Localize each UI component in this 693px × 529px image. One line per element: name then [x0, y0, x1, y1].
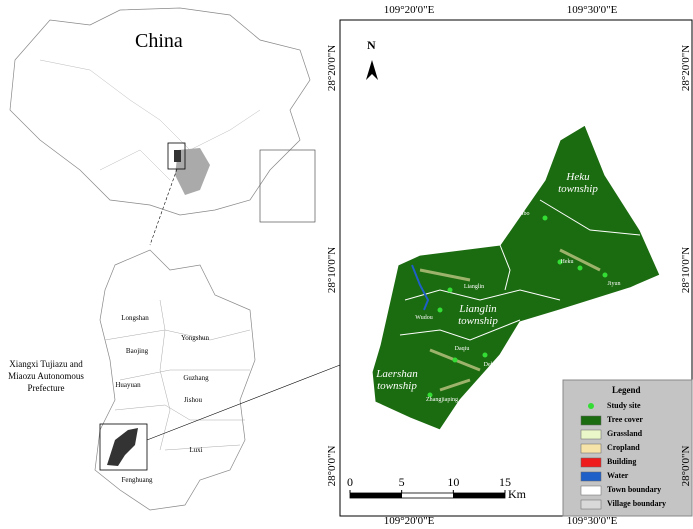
legend-swatch — [580, 429, 602, 440]
study-area-location — [107, 428, 138, 466]
prefecture-location — [174, 150, 181, 162]
township-label: Lianglin township — [458, 303, 498, 327]
county-label: Fenghuang — [121, 476, 153, 484]
legend-label: Village boundary — [607, 499, 667, 508]
locator-box — [167, 142, 186, 170]
county-label: Luxi — [189, 446, 203, 454]
legend-title: Legend — [612, 385, 641, 395]
township-label: Laershan township — [376, 368, 418, 392]
town-boundaries — [399, 199, 641, 341]
scale-tick-label: 10 — [447, 475, 460, 489]
village-label: Wudou — [415, 315, 433, 321]
latitude-label: 28°10'0"N — [326, 246, 338, 294]
study-sites — [427, 215, 608, 398]
north-arrow — [366, 60, 378, 80]
prefecture-label: Xiangxi Tujiazu and Miaozu Autonomous Pr… — [8, 359, 84, 393]
scale-tick-label: 0 — [347, 475, 353, 489]
locator-arrow — [149, 168, 178, 246]
county-label: Huayuan — [115, 381, 141, 389]
study-area — [371, 124, 661, 431]
township-label: Heku township — [558, 171, 598, 195]
scale-tick-label: 5 — [398, 475, 405, 489]
legend-swatch — [580, 499, 602, 510]
legend-swatch — [580, 443, 602, 454]
village-label: Dehe — [483, 362, 497, 368]
legend-label: Study site — [607, 401, 641, 410]
village-label: Zhangjiaping — [426, 397, 458, 403]
county-label: Yongshun — [180, 334, 210, 342]
scale-unit: Km — [508, 487, 526, 501]
longitude-label: 109°30'0"E — [566, 4, 618, 16]
study-area-arrow — [146, 364, 341, 441]
prefecture-outline — [94, 249, 256, 511]
longitude-label: 109°20'0"E — [383, 515, 435, 527]
province-lines — [39, 59, 261, 181]
legend-swatch — [580, 471, 602, 482]
county-label: Baojing — [125, 347, 149, 355]
scale-tick-label: 15 — [499, 475, 511, 489]
legend-swatch — [580, 457, 602, 468]
scale-segment — [453, 493, 505, 498]
longitude-label: 109°30'0"E — [566, 515, 618, 527]
county-label: Longshan — [121, 314, 149, 322]
legend-label: Town boundary — [607, 485, 662, 494]
county-label: Guzhang — [183, 374, 209, 382]
legend-label: Grassland — [607, 429, 643, 438]
legend-swatch — [580, 415, 602, 426]
scale-segment — [350, 493, 402, 498]
longitude-label: 109°20'0"E — [383, 4, 435, 16]
legend-label: Tree cover — [607, 415, 643, 424]
village-label: Lianglin — [463, 284, 485, 290]
latitude-label: 28°20'0"N — [680, 44, 692, 92]
legend-swatch — [580, 485, 602, 496]
study-area-box — [99, 423, 148, 471]
inset-title: China — [135, 30, 183, 52]
village-label: Daqiu — [454, 346, 470, 352]
county-lines — [104, 299, 251, 451]
latitude-label: 28°0'0"N — [680, 445, 692, 487]
legend-label: Building — [607, 457, 637, 466]
hunan-province — [175, 148, 210, 195]
latitude-label: 28°20'0"N — [326, 44, 338, 92]
south-sea-inset — [259, 149, 316, 223]
legend-swatch — [588, 403, 594, 409]
china-outline — [9, 7, 311, 216]
village-label: Heku — [560, 259, 574, 265]
village-label: Huibo — [514, 211, 530, 217]
latitude-label: 28°10'0"N — [680, 246, 692, 294]
river — [411, 264, 430, 311]
north-label: N — [367, 38, 376, 52]
county-label: Jishou — [184, 396, 202, 404]
legend-label: Cropland — [607, 443, 640, 452]
village-label: Jiyun — [607, 281, 621, 287]
legend-label: Water — [607, 471, 629, 480]
latitude-label: 28°0'0"N — [326, 445, 338, 487]
